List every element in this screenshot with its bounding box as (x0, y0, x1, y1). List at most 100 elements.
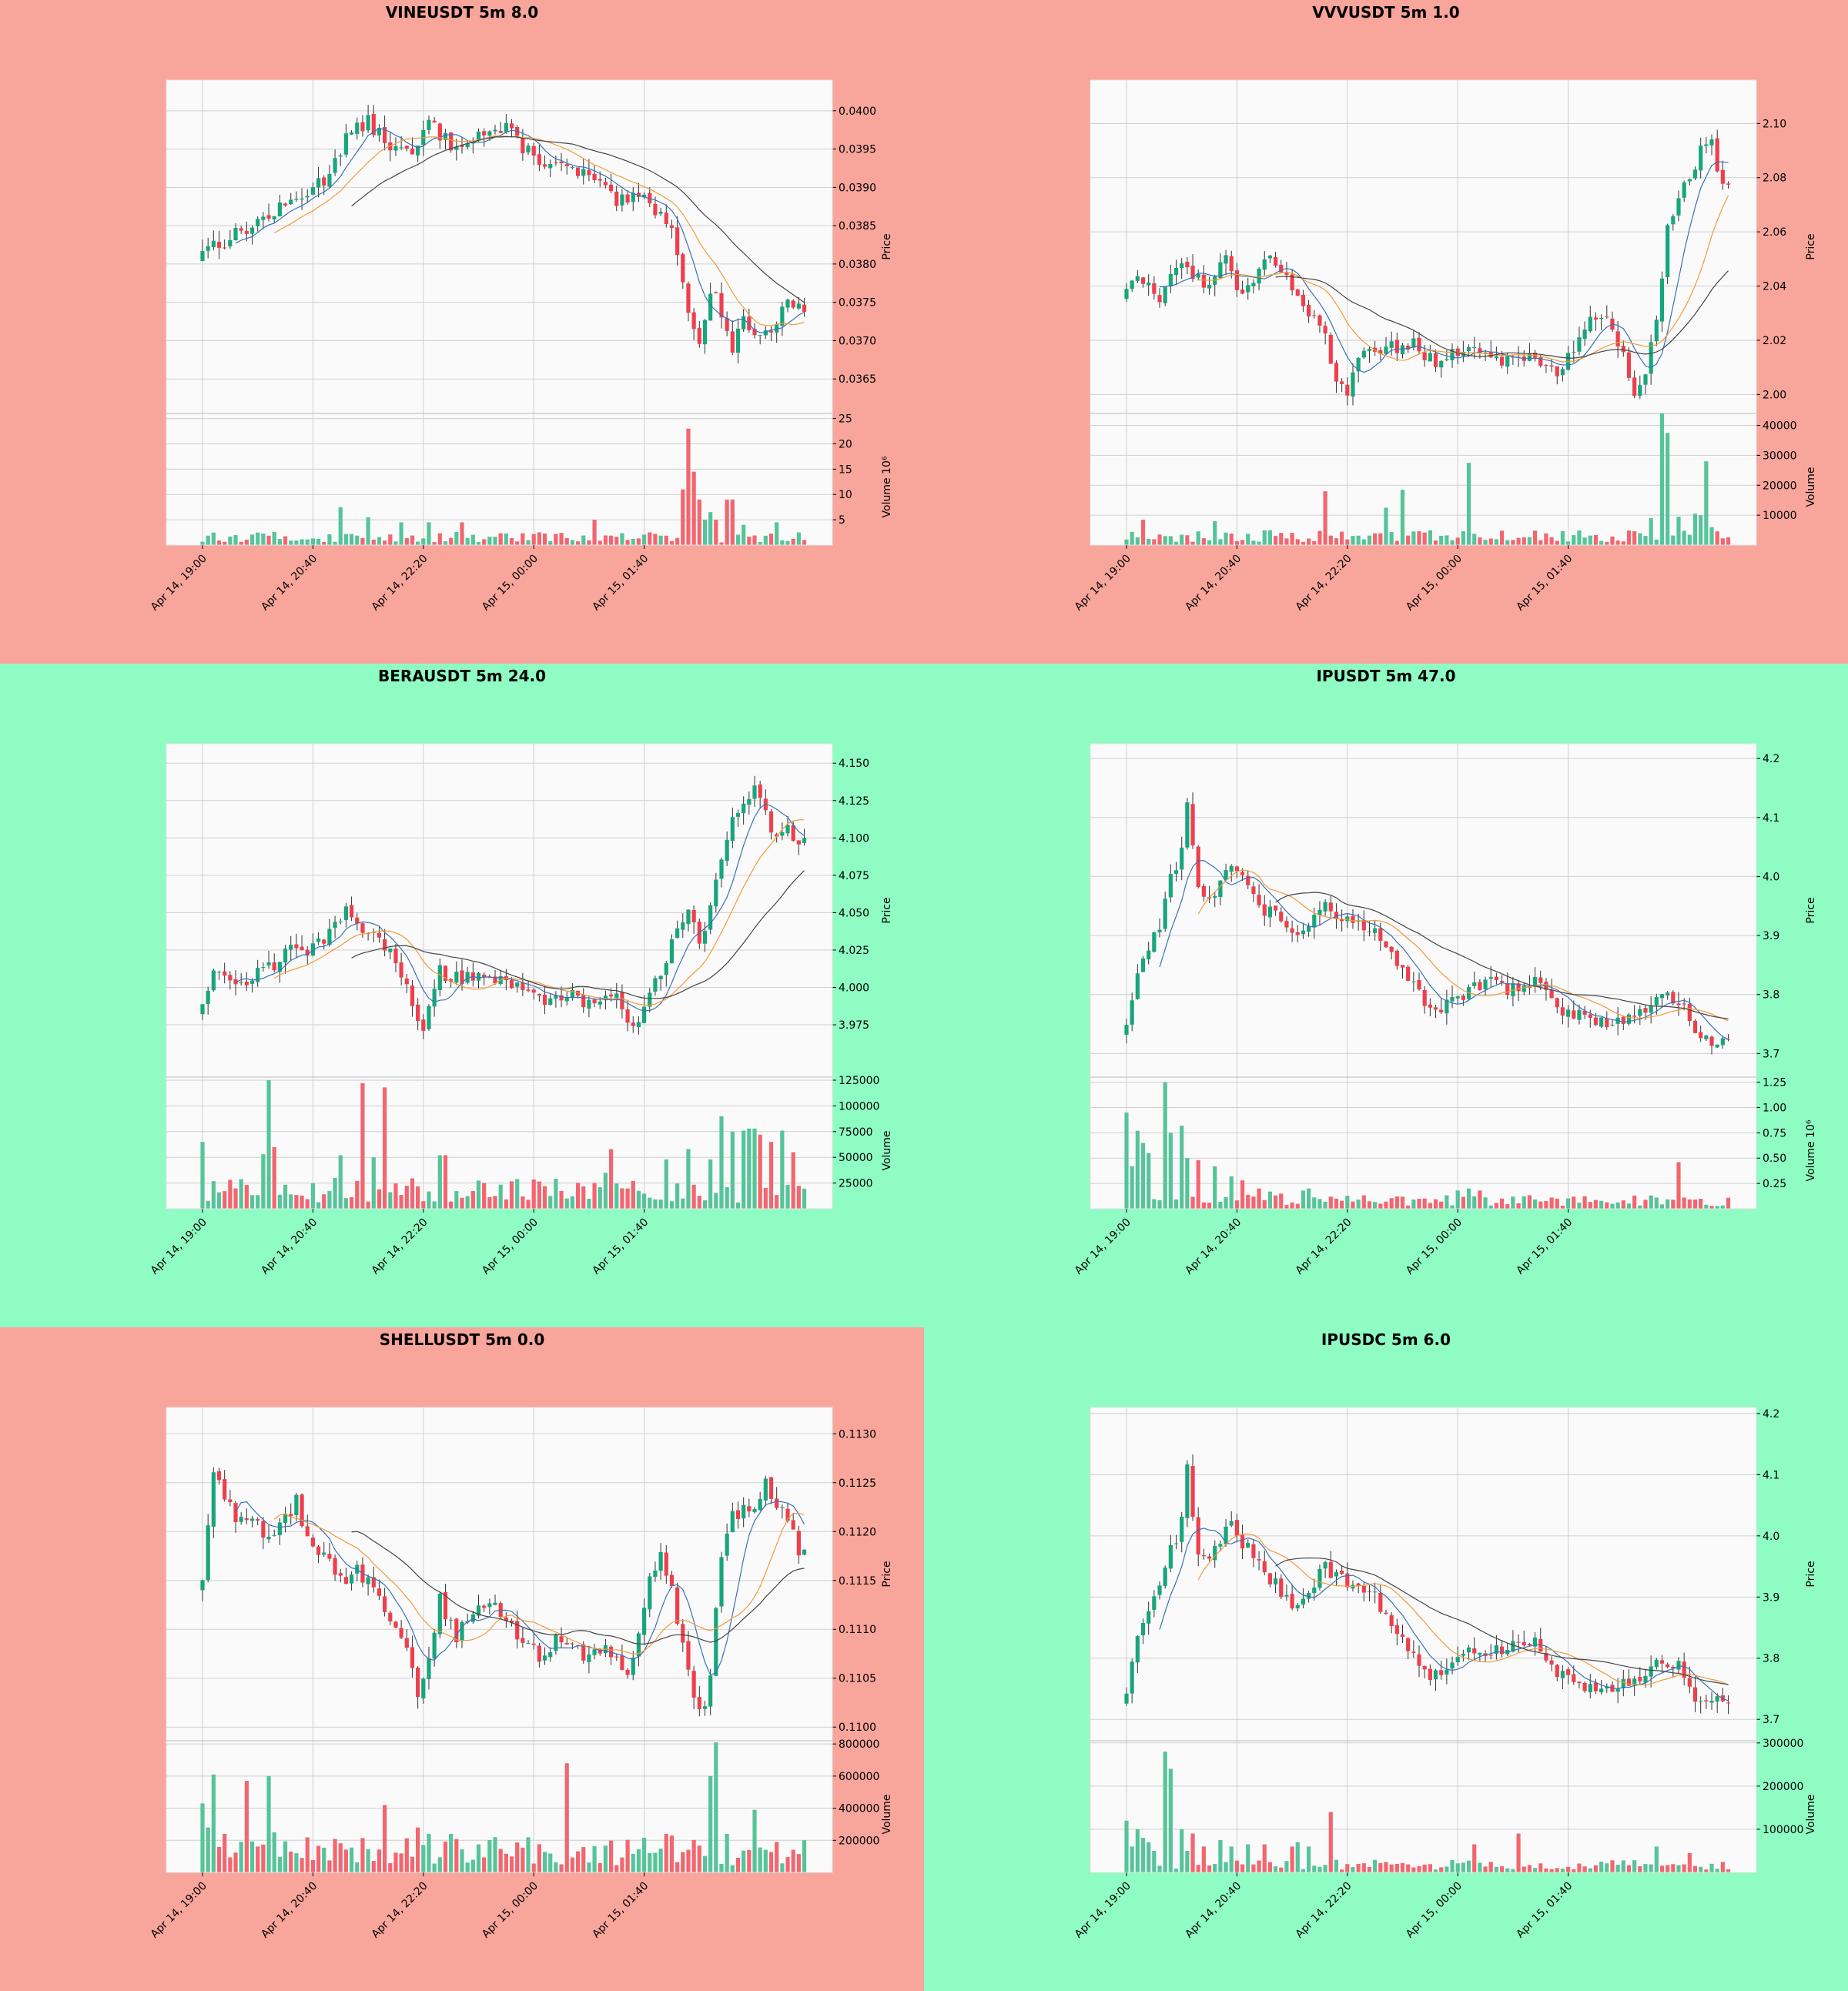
candle-body (719, 293, 724, 318)
candle-body (1582, 1010, 1587, 1015)
candle-body (1692, 169, 1698, 179)
candle-body (206, 1525, 210, 1581)
volume-bar (1478, 1862, 1482, 1872)
volume-bar (537, 532, 541, 545)
volume-bar (1180, 1829, 1184, 1872)
price-tick-label: 0.0365 (839, 373, 876, 386)
volume-bar (592, 1183, 597, 1209)
candle-body (1626, 1014, 1632, 1024)
volume-bar (1687, 534, 1692, 545)
volume-bar (796, 532, 801, 545)
volume-bar (1147, 1842, 1151, 1872)
volume-bar (686, 428, 691, 545)
volume-bar (1367, 1201, 1372, 1209)
candle-body (526, 1643, 531, 1645)
candle-body (1130, 1000, 1134, 1025)
candle-body (1577, 337, 1582, 352)
volume-bar (1494, 539, 1498, 545)
volume-bar (1692, 514, 1698, 545)
candle-body (239, 982, 243, 984)
volume-bar (1621, 1860, 1625, 1872)
volume-bar (598, 540, 602, 545)
candle-body (256, 968, 260, 982)
candle-body (648, 1576, 652, 1610)
candle-body (1588, 1684, 1592, 1692)
candle-body (564, 164, 569, 166)
candle-body (427, 1658, 431, 1680)
candle-body (1439, 360, 1444, 368)
volume-bar (283, 1184, 288, 1209)
volume-bar (1445, 1195, 1449, 1209)
volume-bar (1351, 1867, 1355, 1872)
volume-bar (1720, 1205, 1725, 1209)
volume-bar (1163, 1082, 1167, 1209)
candle-body (1461, 996, 1465, 1000)
candle-body (1671, 216, 1676, 225)
candle-body (1472, 1648, 1477, 1654)
candle-body (1472, 347, 1477, 349)
volume-bar (1488, 538, 1493, 545)
volume-bar (283, 536, 288, 545)
volume-bar (343, 1849, 349, 1872)
volume-bar (653, 534, 658, 545)
volume-bar (1234, 1200, 1239, 1209)
volume-bar (1659, 1204, 1665, 1209)
candle-body (675, 928, 680, 939)
volume-bar (1687, 1852, 1692, 1872)
volume-bar (1466, 1188, 1471, 1209)
volume-bar (1168, 1133, 1173, 1209)
volume-bar (1279, 1193, 1284, 1209)
candle-body (1522, 1641, 1526, 1646)
volume-bar (1267, 530, 1273, 545)
candlestick-chart: 0.0365 0.0370 0.0375 0.0380 0.0385 0.0390 0.03… (149, 79, 893, 614)
volume-tick-label: 400000 (839, 1803, 879, 1815)
candle-body (1455, 996, 1460, 999)
price-tick-label: 0.1125 (839, 1477, 876, 1490)
candle-body (1196, 846, 1200, 888)
moving-average-line (273, 1512, 805, 1655)
candle-body (1615, 331, 1620, 347)
volume-bar (1588, 535, 1592, 545)
candle-body (256, 1519, 260, 1521)
volume-bar (1152, 1850, 1157, 1872)
candle-body (559, 1636, 564, 1643)
candle-body (1262, 259, 1267, 270)
volume-bar (228, 1180, 233, 1209)
volume-bar (1472, 1196, 1477, 1209)
candle-body (1659, 994, 1665, 999)
volume-bar (1229, 533, 1234, 545)
volume-bar (730, 499, 735, 545)
volume-bar (1124, 1820, 1129, 1872)
volume-bar (691, 1839, 696, 1872)
candle-body (515, 982, 520, 987)
volume-bar (1433, 540, 1438, 545)
volume-tick-label: 1.00 (1763, 1102, 1786, 1114)
candle-body (200, 1580, 205, 1591)
candle-body (1455, 1657, 1460, 1663)
candle-body (1190, 804, 1195, 846)
volume-bar (1483, 540, 1488, 545)
volume-bar (1593, 1200, 1599, 1209)
volume-bar (1572, 535, 1576, 545)
volume-bar (383, 1087, 387, 1209)
price-tick-label: 0.0375 (839, 297, 876, 310)
volume-bar (1516, 1833, 1521, 1872)
candle-body (1549, 989, 1554, 999)
volume-bar (1361, 539, 1366, 545)
candle-body (702, 320, 708, 345)
candle-body (1433, 353, 1438, 367)
volume-bar (564, 1763, 569, 1872)
candle-body (681, 922, 685, 930)
candle-body (211, 970, 216, 991)
volume-bar (1257, 541, 1261, 545)
volume-bar (1428, 530, 1432, 545)
volume-bar (669, 1835, 675, 1872)
volume-bar (294, 1195, 299, 1209)
volume-bar (249, 1841, 255, 1872)
volume-bar (1588, 1202, 1592, 1209)
candle-body (570, 989, 574, 998)
volume-bar (1361, 1863, 1366, 1872)
volume-bar (1328, 535, 1333, 545)
candle-body (249, 980, 255, 984)
volume-bar (476, 1180, 481, 1209)
